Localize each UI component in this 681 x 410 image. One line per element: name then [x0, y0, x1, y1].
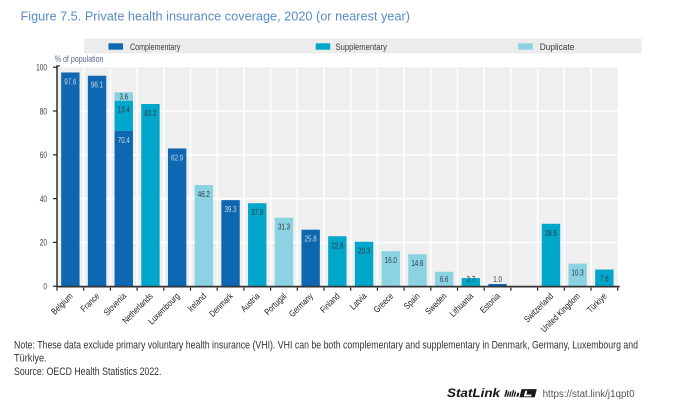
- svg-text:62.9: 62.9: [171, 153, 183, 162]
- svg-text:80: 80: [40, 106, 47, 116]
- svg-text:3.7: 3.7: [467, 275, 476, 284]
- svg-text:60: 60: [40, 150, 47, 160]
- svg-text:14.6: 14.6: [411, 259, 423, 268]
- svg-text:22.8: 22.8: [331, 241, 343, 250]
- svg-text:13.4: 13.4: [118, 106, 130, 115]
- svg-text:46.2: 46.2: [198, 190, 210, 199]
- svg-text:Note: These data exclude prima: Note: These data exclude primary volunta…: [14, 340, 638, 352]
- svg-text:20.3: 20.3: [358, 247, 370, 256]
- svg-text:Source: OECD Health Statistics: Source: OECD Health Statistics 2022.: [14, 366, 162, 378]
- svg-text:31.3: 31.3: [278, 223, 290, 232]
- svg-text:1.0: 1.0: [493, 275, 502, 284]
- svg-text:10.3: 10.3: [572, 269, 584, 278]
- svg-text:39.3: 39.3: [224, 205, 236, 214]
- svg-text:Figure 7.5. Private health ins: Figure 7.5. Private health insurance cov…: [21, 8, 411, 23]
- svg-text:7.6: 7.6: [600, 275, 609, 284]
- svg-text:Complementary: Complementary: [130, 42, 181, 52]
- svg-text:Türkiye.: Türkiye.: [14, 353, 47, 365]
- svg-text:6.6: 6.6: [440, 275, 449, 284]
- svg-text:3.6: 3.6: [120, 93, 129, 102]
- svg-text:Supplementary: Supplementary: [336, 42, 388, 52]
- svg-text:83.2: 83.2: [144, 109, 156, 118]
- svg-text:% of population: % of population: [55, 54, 104, 64]
- svg-text:37.9: 37.9: [251, 208, 263, 217]
- svg-text:96.1: 96.1: [91, 81, 103, 90]
- svg-text:https://stat.link/j1qpt0: https://stat.link/j1qpt0: [543, 389, 635, 400]
- svg-text:97.6: 97.6: [64, 78, 76, 87]
- svg-text:40: 40: [40, 194, 47, 204]
- svg-text:25.8: 25.8: [305, 235, 317, 244]
- svg-text:0: 0: [43, 282, 47, 292]
- svg-text:Duplicate: Duplicate: [540, 42, 575, 52]
- svg-text:16.0: 16.0: [385, 256, 397, 265]
- svg-text:StatLink: StatLink: [447, 388, 501, 400]
- svg-text:70.4: 70.4: [118, 136, 130, 145]
- svg-text:100: 100: [36, 63, 47, 73]
- svg-text:28.5: 28.5: [545, 229, 557, 238]
- svg-text:20: 20: [40, 238, 47, 248]
